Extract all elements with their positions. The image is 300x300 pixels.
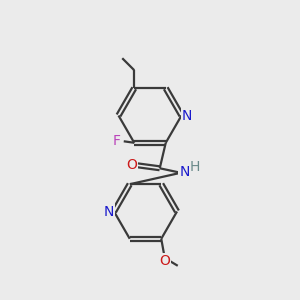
Text: N: N (182, 109, 192, 122)
Text: O: O (126, 158, 137, 172)
Text: F: F (112, 134, 120, 148)
Text: O: O (159, 254, 170, 268)
Text: N: N (103, 205, 114, 218)
Text: H: H (190, 160, 200, 174)
Text: N: N (179, 165, 190, 179)
